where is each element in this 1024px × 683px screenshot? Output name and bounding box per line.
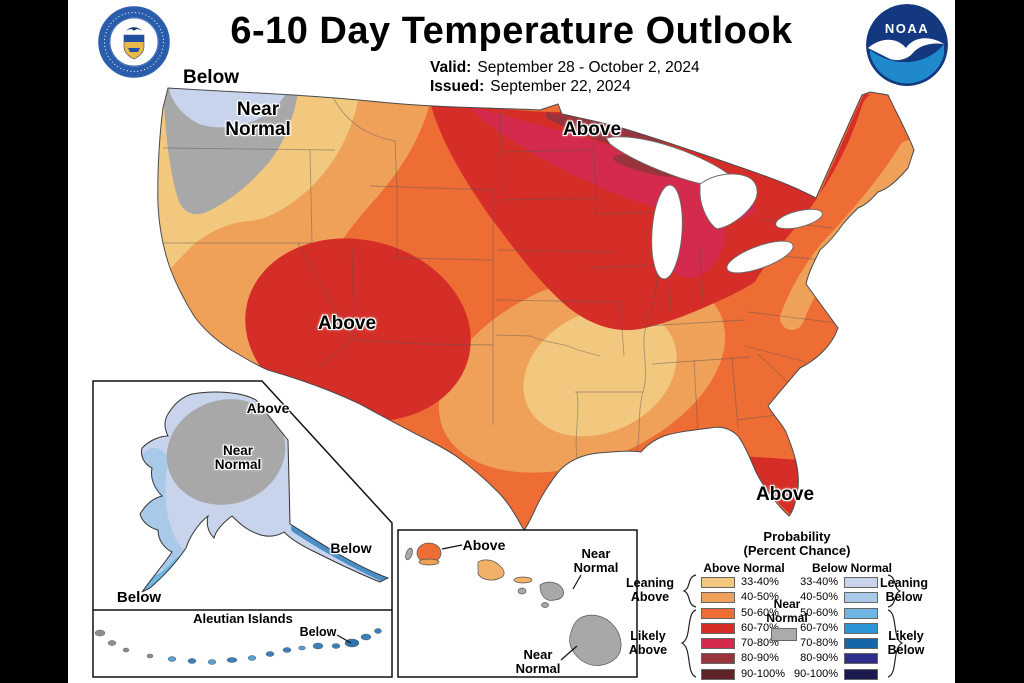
legend-swatch-above (701, 591, 735, 603)
legend-below-normal-header: Below Normal (811, 561, 892, 575)
page-title: 6-10 Day Temperature Outlook (230, 10, 793, 52)
legend-swatch-near-normal (771, 628, 797, 641)
hawaii-pointers (441, 544, 582, 661)
aleutian-label-below: Below (299, 625, 337, 639)
legend-row-below: 70-80% (778, 637, 878, 649)
legend-row-below: 40-50% (778, 591, 878, 603)
legend-swatch-below (844, 607, 878, 619)
alaska-label-below-southwest: Below (116, 589, 162, 606)
legend-row-below: 80-90% (778, 652, 878, 664)
issued-label: Issued: (430, 78, 485, 95)
alaska-label-below-southeast: Below (330, 540, 372, 556)
legend-swatch-below (844, 637, 878, 649)
aleutian-islands (94, 628, 382, 665)
hawaii-label-near-normal-big-island: Near Normal (515, 647, 561, 677)
hawaiian-islands (405, 542, 622, 666)
legend-row-below: 90-100% (778, 668, 878, 680)
legend-title-line1: Probability (763, 529, 831, 544)
legend-braces (680, 574, 904, 678)
legend-swatch-above (701, 637, 735, 649)
valid-line: Valid: September 28 - October 2, 2024 (430, 59, 700, 77)
legend-swatch-below (844, 668, 878, 680)
alaska-label-above: Above (246, 400, 290, 416)
legend-likely-below-label: Likely Below (887, 629, 925, 658)
legend-row-below: 50-60% (778, 607, 878, 619)
eagle-icon (126, 27, 142, 31)
legend-row-above: 80-90% (701, 652, 779, 664)
dept-of-commerce-seal (98, 6, 170, 78)
legend-row-below: 33-40% (778, 576, 878, 588)
hawaii-label-above: Above (462, 537, 506, 553)
valid-value: September 28 - October 2, 2024 (477, 59, 700, 76)
legend-swatch-below (844, 652, 878, 664)
legend-swatch-above (701, 622, 735, 634)
legend-above-normal-header: Above Normal (703, 561, 785, 575)
aleutian-title: Aleutian Islands (193, 611, 293, 626)
map-label-near-normal-northwest: Near Normal (225, 99, 291, 140)
legend-row-above: 70-80% (701, 637, 779, 649)
great-lakes (605, 136, 823, 280)
legend-row-below: 60-70% (778, 622, 878, 634)
map-label-below-northwest: Below (183, 67, 239, 88)
noaa-logo-text: NOAA (885, 21, 929, 36)
legend-swatch-above (701, 576, 735, 588)
legend-leaning-above-label: Leaning Above (626, 576, 674, 605)
conus-outline (157, 87, 915, 531)
legend-row-above: 33-40% (701, 576, 779, 588)
legend-row-above: 50-60% (701, 607, 779, 619)
seagull-icon (868, 38, 944, 61)
legend-swatch-above (701, 668, 735, 680)
map-label-above-southwest: Above (317, 313, 377, 334)
map-label-above-midwest: Above (562, 119, 622, 140)
issued-line: Issued: September 22, 2024 (430, 78, 631, 96)
noaa-logo: NOAA (866, 4, 948, 86)
hawaii-label-near-normal-maui: Near Normal (573, 546, 619, 576)
valid-label: Valid: (430, 59, 472, 76)
legend-swatch-below (844, 576, 878, 588)
aleutian-below-pointer (336, 634, 352, 644)
legend-row-above: 40-50% (701, 591, 779, 603)
legend-title-line2: (Percent Chance) (743, 543, 851, 558)
legend-swatch-above (701, 652, 735, 664)
legend-swatch-below (844, 591, 878, 603)
legend-swatch-above (701, 607, 735, 619)
legend-leaning-below-label: Leaning Below (880, 576, 928, 605)
legend-row-above: 90-100% (701, 668, 785, 680)
alaska-label-near-normal: Near Normal (214, 443, 262, 473)
legend-likely-above-label: Likely Above (628, 629, 668, 658)
legend-near-normal-label: Near Normal (766, 597, 808, 625)
legend-swatch-below (844, 622, 878, 634)
state-borders (160, 94, 847, 459)
legend-row-above: 60-70% (701, 622, 779, 634)
issued-value: September 22, 2024 (490, 78, 631, 95)
ship-icon (128, 48, 140, 52)
map-label-above-florida: Above (755, 484, 815, 505)
